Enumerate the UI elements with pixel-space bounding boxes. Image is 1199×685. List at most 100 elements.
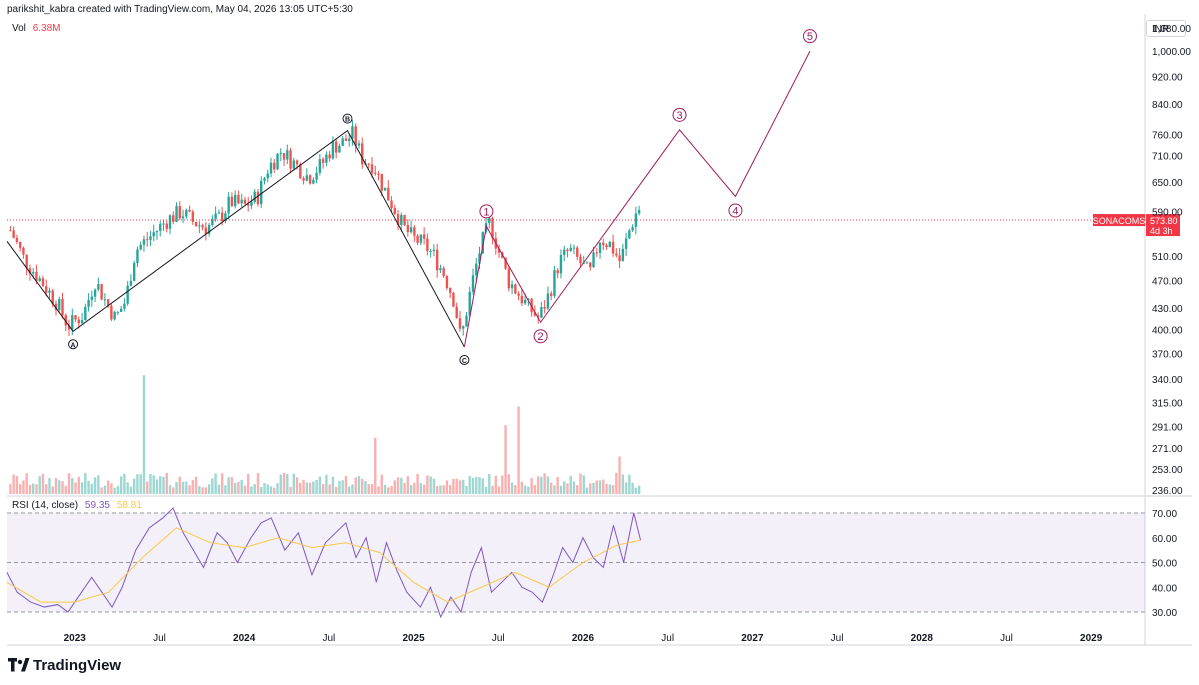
candle-body xyxy=(181,216,185,219)
volume-bar xyxy=(634,487,638,494)
candle-body xyxy=(321,159,325,163)
candle-body xyxy=(426,238,429,252)
candle-body xyxy=(299,164,302,179)
candle-body xyxy=(233,194,237,207)
volume-bar xyxy=(185,481,188,494)
volume-bar xyxy=(396,477,400,494)
volume-bar xyxy=(136,474,139,494)
candle-body xyxy=(12,230,15,238)
candle-body xyxy=(585,262,589,264)
rsi-legend-value: 59.35 xyxy=(84,500,110,511)
volume-bar xyxy=(589,483,592,494)
candle-body xyxy=(250,201,253,206)
candle-body xyxy=(159,223,162,231)
volume-bar xyxy=(361,478,364,494)
volume-bar xyxy=(263,483,266,494)
volume-bar xyxy=(452,478,455,494)
candle-body xyxy=(168,215,172,229)
candle-body xyxy=(178,206,181,219)
candle-body xyxy=(142,239,146,245)
volume-bar xyxy=(377,486,380,494)
volume-bar xyxy=(569,476,572,494)
volume-bar xyxy=(22,480,25,494)
volume-bar xyxy=(116,486,120,494)
volume-bar xyxy=(97,475,100,494)
volume-bar xyxy=(54,478,58,494)
candle-body xyxy=(517,293,520,296)
candles xyxy=(9,120,641,337)
candle-body xyxy=(188,209,191,212)
candle-body xyxy=(103,299,107,301)
price-tick-label: 315.00 xyxy=(1152,398,1183,409)
volume-bar xyxy=(237,481,240,494)
volume-bar xyxy=(556,477,559,494)
rsi-pane: 70.00 60.00 50.00 40.00 30.00 xyxy=(6,507,1177,619)
candle-body xyxy=(35,272,38,281)
volume-bar xyxy=(119,476,123,494)
rsi-legend[interactable]: RSI (14, close) 59.35 58.81 xyxy=(12,500,142,511)
volume-bar xyxy=(51,486,54,494)
volume-legend[interactable]: Vol 6.38M xyxy=(12,23,60,34)
rsi-tick-label: 70.00 xyxy=(1152,509,1177,520)
volume-bar xyxy=(383,485,387,494)
currency-badge[interactable]: INR xyxy=(1146,20,1186,37)
candle-body xyxy=(481,231,484,254)
volume-bar xyxy=(12,474,15,494)
candle-body xyxy=(344,138,348,141)
volume-bar xyxy=(357,475,361,494)
volume-bar xyxy=(139,474,142,494)
volume-bar xyxy=(312,481,315,494)
volume-bar xyxy=(217,484,221,494)
volume-bar xyxy=(608,484,612,494)
volume-bar xyxy=(35,484,38,494)
candle-body xyxy=(400,214,403,225)
impulse-wave-label: 5 xyxy=(807,31,813,43)
candle-body xyxy=(416,235,419,243)
candle-body xyxy=(64,315,67,326)
volume-bar xyxy=(25,473,28,494)
candle-body xyxy=(136,249,139,264)
candle-body xyxy=(439,268,442,271)
chart-attribution: parikshit_kabra created with TradingView… xyxy=(7,4,353,15)
impulse-wave-label: 4 xyxy=(732,206,738,218)
tradingview-logo[interactable]: TradingView xyxy=(8,657,121,676)
time-tick-label: Jul xyxy=(492,633,505,644)
volume-bar xyxy=(484,486,488,494)
candle-body xyxy=(116,311,120,313)
candle-body xyxy=(282,153,286,160)
volume-bar xyxy=(123,473,126,494)
candle-body xyxy=(621,248,625,262)
volume-bar xyxy=(15,476,19,494)
candle-body xyxy=(220,212,224,221)
volume-bar xyxy=(510,482,514,494)
candle-body xyxy=(28,268,32,274)
volume-bar xyxy=(497,486,501,494)
volume-bar xyxy=(321,483,325,494)
time-tick-label: 2024 xyxy=(233,633,256,644)
volume-bar xyxy=(390,485,393,494)
candle-body xyxy=(211,218,214,226)
volume-bar xyxy=(168,485,172,494)
volume-bar xyxy=(439,485,442,494)
volume-bar xyxy=(416,473,419,494)
candle-body xyxy=(429,250,432,252)
candle-body xyxy=(302,178,305,181)
volume-bar xyxy=(305,482,309,494)
volume-bar xyxy=(253,484,256,494)
volume-bar xyxy=(58,480,61,494)
impulse-wave-line xyxy=(463,50,811,348)
volume-bar xyxy=(48,477,51,494)
candle-body xyxy=(595,252,598,254)
volume-bar xyxy=(471,477,475,494)
candle-body xyxy=(18,242,22,248)
volume-bar xyxy=(28,484,32,494)
volume-bar xyxy=(266,484,269,494)
volume-bar xyxy=(289,486,292,494)
volume-bar xyxy=(465,485,468,494)
volume-bar xyxy=(260,486,263,494)
impulse-wave-marker xyxy=(672,107,687,122)
candle-body xyxy=(198,225,201,227)
volume-bar xyxy=(129,486,133,494)
candle-body xyxy=(276,153,279,170)
